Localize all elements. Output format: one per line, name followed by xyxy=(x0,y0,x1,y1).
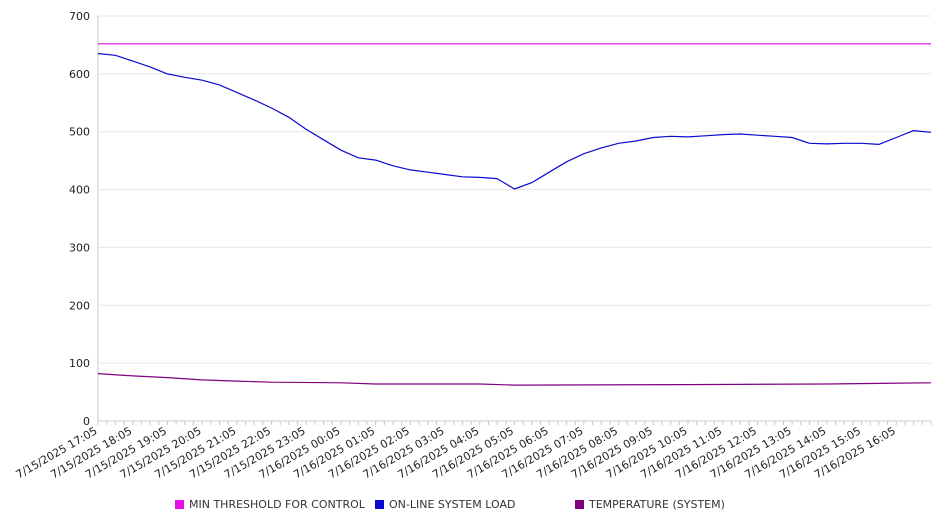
series-line-temperature-system xyxy=(97,373,932,386)
y-tick-label: 300 xyxy=(69,241,90,254)
y-tick-label: 200 xyxy=(69,299,90,312)
y-tick-label: 700 xyxy=(69,10,90,23)
chart-axes xyxy=(97,16,932,425)
legend-label: MIN THRESHOLD FOR CONTROL xyxy=(189,498,365,511)
chart-gridlines xyxy=(98,15,931,364)
legend-label: TEMPERATURE (SYSTEM) xyxy=(589,498,725,511)
y-tick-label: 100 xyxy=(69,357,90,370)
chart-legend: MIN THRESHOLD FOR CONTROL ON-LINE SYSTEM … xyxy=(0,498,946,514)
x-axis-ticks: 7/15/2025 17:057/15/2025 18:057/15/2025 … xyxy=(14,424,898,481)
y-tick-label: 500 xyxy=(69,126,90,139)
legend-swatch xyxy=(175,500,184,509)
series-line-on-line-system-load xyxy=(97,53,932,190)
legend-item: ON-LINE SYSTEM LOAD xyxy=(375,498,515,511)
legend-label: ON-LINE SYSTEM LOAD xyxy=(389,498,516,511)
legend-item: TEMPERATURE (SYSTEM) xyxy=(575,498,725,511)
legend-swatch xyxy=(375,500,384,509)
y-tick-label: 0 xyxy=(83,415,90,428)
legend-swatch xyxy=(575,500,584,509)
legend-item: MIN THRESHOLD FOR CONTROL xyxy=(175,498,365,511)
y-tick-label: 400 xyxy=(69,184,90,197)
y-axis-ticks: 0 100 200 300 400 500 600 700 xyxy=(69,10,90,428)
y-tick-label: 600 xyxy=(69,68,90,81)
chart-series xyxy=(97,43,932,386)
